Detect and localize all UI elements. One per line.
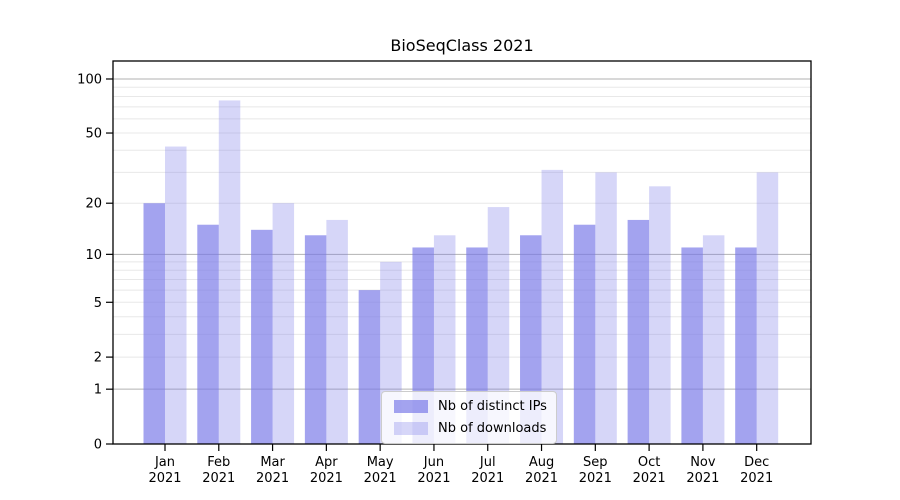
bar: [251, 229, 273, 444]
x-tick-label-year: 2021: [579, 471, 612, 486]
x-tick-label-year: 2021: [740, 471, 773, 486]
x-tick-label-month: Jun: [423, 455, 444, 470]
bar: [272, 203, 295, 444]
chart-title: BioSeqClass 2021: [390, 36, 534, 55]
legend-item-distinct-ips: Nb of distinct IPs: [394, 399, 547, 414]
x-tick-label-year: 2021: [633, 471, 666, 486]
legend-swatch-distinct-ips-icon: [394, 400, 428, 413]
x-tick-label-month: Dec: [744, 455, 769, 470]
x-tick-label-month: Jan: [154, 455, 175, 470]
bar: [304, 235, 327, 444]
bar: [681, 247, 703, 444]
x-tick-label-month: May: [367, 455, 394, 470]
y-tick-label: 20: [85, 197, 102, 212]
bar: [735, 247, 757, 444]
x-tick-label-month: Oct: [638, 455, 660, 470]
bar: [218, 100, 241, 444]
x-tick-label-month: Aug: [529, 455, 554, 470]
x-tick-label-year: 2021: [148, 471, 181, 486]
bar: [627, 219, 650, 444]
x-tick-label-month: Sep: [583, 455, 608, 470]
x-tick-label-year: 2021: [686, 471, 719, 486]
y-tick-label: 1: [94, 383, 102, 398]
bar: [165, 146, 187, 445]
y-tick-label: 2: [94, 351, 102, 366]
legend: Nb of distinct IPs Nb of downloads: [381, 391, 557, 444]
bar: [358, 290, 381, 444]
x-tick-label-year: 2021: [202, 471, 235, 486]
bar: [573, 224, 596, 444]
x-tick-label-year: 2021: [471, 471, 504, 486]
plot-frame: [112, 60, 812, 445]
y-tick-label: 5: [94, 296, 102, 311]
y-tick-label: 0: [94, 438, 102, 453]
y-tick-label: 50: [85, 127, 102, 142]
y-tick-label: 100: [77, 72, 102, 87]
x-tick-label-year: 2021: [310, 471, 343, 486]
bar: [756, 172, 779, 444]
x-tick-label-month: Nov: [690, 455, 716, 470]
x-tick-label-month: Mar: [260, 455, 285, 470]
bar: [143, 203, 165, 444]
legend-label-distinct-ips: Nb of distinct IPs: [438, 399, 547, 414]
bar: [702, 235, 725, 444]
x-tick-label-year: 2021: [256, 471, 289, 486]
bar: [541, 169, 564, 444]
y-tick-label: 10: [85, 248, 102, 263]
x-tick-label-month: Feb: [207, 455, 230, 470]
legend-label-downloads: Nb of downloads: [438, 421, 547, 436]
bar: [197, 224, 219, 444]
legend-item-downloads: Nb of downloads: [394, 421, 546, 436]
x-tick-label-month: Apr: [315, 455, 338, 470]
x-tick-label-year: 2021: [364, 471, 397, 486]
x-tick-label-month: Jul: [479, 455, 496, 470]
legend-swatch-downloads-icon: [394, 422, 428, 435]
x-tick-label-year: 2021: [417, 471, 450, 486]
x-tick-label-year: 2021: [525, 471, 558, 486]
bar: [649, 186, 671, 444]
bar: [595, 172, 617, 444]
bar: [487, 207, 510, 444]
bar: [326, 219, 348, 444]
